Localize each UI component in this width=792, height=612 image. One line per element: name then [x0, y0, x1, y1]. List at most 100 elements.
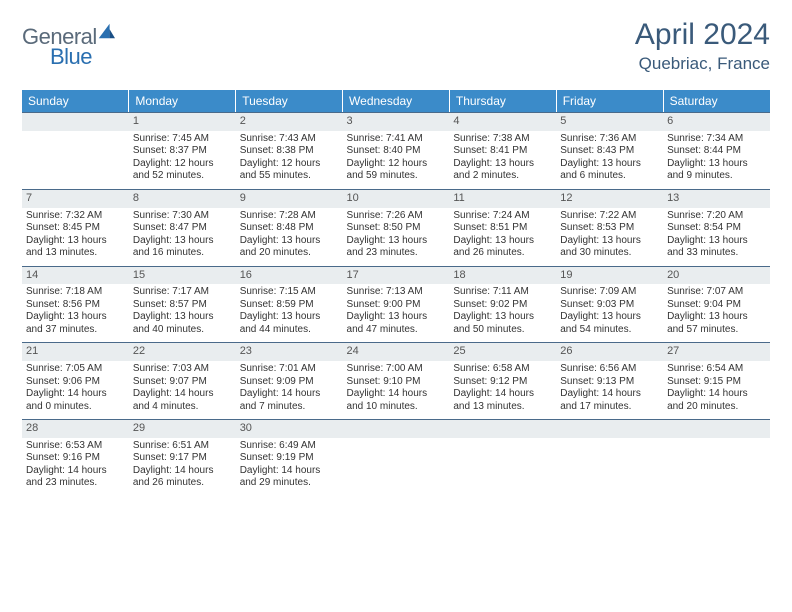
- sunset-text: Sunset: 8:40 PM: [347, 145, 446, 158]
- sunset-text: Sunset: 9:02 PM: [453, 299, 552, 312]
- sunset-text: Sunset: 9:06 PM: [26, 376, 125, 389]
- calendar-cell: 17Sunrise: 7:13 AMSunset: 9:00 PMDayligh…: [343, 266, 450, 343]
- daylight-line2: and 54 minutes.: [560, 324, 659, 337]
- sunset-text: Sunset: 8:56 PM: [26, 299, 125, 312]
- day-number: 10: [343, 189, 450, 208]
- calendar-cell: [22, 112, 129, 189]
- location-label: Quebriac, France: [635, 54, 770, 74]
- sunset-text: Sunset: 9:03 PM: [560, 299, 659, 312]
- sunset-text: Sunset: 8:38 PM: [240, 145, 339, 158]
- calendar-cell: 11Sunrise: 7:24 AMSunset: 8:51 PMDayligh…: [449, 189, 556, 266]
- day-info: Sunrise: 7:00 AMSunset: 9:10 PMDaylight:…: [343, 363, 450, 419]
- day-number-bar: [663, 419, 770, 438]
- sunset-text: Sunset: 8:37 PM: [133, 145, 232, 158]
- sunrise-text: Sunrise: 7:00 AM: [347, 363, 446, 376]
- daylight-line2: and 6 minutes.: [560, 170, 659, 183]
- sunset-text: Sunset: 8:53 PM: [560, 222, 659, 235]
- day-number: 26: [556, 342, 663, 361]
- weekday-header: Wednesday: [343, 90, 450, 112]
- weekday-header-row: Sunday Monday Tuesday Wednesday Thursday…: [22, 90, 770, 112]
- sunset-text: Sunset: 8:48 PM: [240, 222, 339, 235]
- calendar-cell: [663, 419, 770, 496]
- day-number: 23: [236, 342, 343, 361]
- daylight-line1: Daylight: 14 hours: [347, 388, 446, 401]
- daylight-line1: Daylight: 12 hours: [133, 158, 232, 171]
- day-info: Sunrise: 7:09 AMSunset: 9:03 PMDaylight:…: [556, 286, 663, 342]
- calendar-week-row: 21Sunrise: 7:05 AMSunset: 9:06 PMDayligh…: [22, 342, 770, 419]
- day-number: 13: [663, 189, 770, 208]
- weekday-header: Friday: [556, 90, 663, 112]
- day-number: 20: [663, 266, 770, 285]
- daylight-line2: and 2 minutes.: [453, 170, 552, 183]
- calendar-cell: [449, 419, 556, 496]
- weekday-header: Thursday: [449, 90, 556, 112]
- day-info: Sunrise: 7:15 AMSunset: 8:59 PMDaylight:…: [236, 286, 343, 342]
- sunrise-text: Sunrise: 6:49 AM: [240, 440, 339, 453]
- sunset-text: Sunset: 9:12 PM: [453, 376, 552, 389]
- daylight-line1: Daylight: 13 hours: [667, 235, 766, 248]
- sunrise-text: Sunrise: 7:22 AM: [560, 210, 659, 223]
- day-number: 24: [343, 342, 450, 361]
- daylight-line1: Daylight: 13 hours: [240, 235, 339, 248]
- day-info: Sunrise: 7:38 AMSunset: 8:41 PMDaylight:…: [449, 133, 556, 189]
- calendar-cell: 5Sunrise: 7:36 AMSunset: 8:43 PMDaylight…: [556, 112, 663, 189]
- weekday-header: Tuesday: [236, 90, 343, 112]
- day-info: Sunrise: 7:11 AMSunset: 9:02 PMDaylight:…: [449, 286, 556, 342]
- day-info: Sunrise: 6:54 AMSunset: 9:15 PMDaylight:…: [663, 363, 770, 419]
- daylight-line1: Daylight: 13 hours: [133, 235, 232, 248]
- weekday-header: Sunday: [22, 90, 129, 112]
- daylight-line1: Daylight: 13 hours: [453, 158, 552, 171]
- calendar-cell: 23 Sunrise: 7:01 AMSunset: 9:09 PMDayligh…: [236, 342, 343, 419]
- sunset-text: Sunset: 9:15 PM: [667, 376, 766, 389]
- daylight-line2: and 29 minutes.: [240, 477, 339, 490]
- daylight-line1: Daylight: 13 hours: [453, 311, 552, 324]
- calendar-week-row: 7Sunrise: 7:32 AMSunset: 8:45 PMDaylight…: [22, 189, 770, 266]
- calendar-cell: 19Sunrise: 7:09 AMSunset: 9:03 PMDayligh…: [556, 266, 663, 343]
- sunrise-text: Sunrise: 7:13 AM: [347, 286, 446, 299]
- day-info: Sunrise: 7:01 AMSunset: 9:09 PMDaylight:…: [236, 363, 343, 419]
- daylight-line1: Daylight: 13 hours: [667, 311, 766, 324]
- day-info: Sunrise: 7:45 AMSunset: 8:37 PMDaylight:…: [129, 133, 236, 189]
- sunrise-text: Sunrise: 7:36 AM: [560, 133, 659, 146]
- sunset-text: Sunset: 9:17 PM: [133, 452, 232, 465]
- daylight-line2: and 16 minutes.: [133, 247, 232, 260]
- calendar-cell: 20Sunrise: 7:07 AMSunset: 9:04 PMDayligh…: [663, 266, 770, 343]
- day-info: Sunrise: 7:41 AMSunset: 8:40 PMDaylight:…: [343, 133, 450, 189]
- day-number: 11: [449, 189, 556, 208]
- daylight-line1: Daylight: 12 hours: [240, 158, 339, 171]
- calendar-cell: 1Sunrise: 7:45 AMSunset: 8:37 PMDaylight…: [129, 112, 236, 189]
- day-number: 16: [236, 266, 343, 285]
- sunrise-text: Sunrise: 7:38 AM: [453, 133, 552, 146]
- calendar-week-row: 28Sunrise: 6:53 AMSunset: 9:16 PMDayligh…: [22, 419, 770, 496]
- daylight-line1: Daylight: 13 hours: [560, 235, 659, 248]
- daylight-line2: and 0 minutes.: [26, 401, 125, 414]
- daylight-line1: Daylight: 14 hours: [560, 388, 659, 401]
- day-number: 22: [129, 342, 236, 361]
- day-number: 15: [129, 266, 236, 285]
- header: GeneralBlue April 2024 Quebriac, France: [22, 18, 770, 76]
- day-number: 8: [129, 189, 236, 208]
- sunset-text: Sunset: 9:16 PM: [26, 452, 125, 465]
- sunrise-text: Sunrise: 7:26 AM: [347, 210, 446, 223]
- calendar-cell: 25Sunrise: 6:58 AMSunset: 9:12 PMDayligh…: [449, 342, 556, 419]
- day-number: 14: [22, 266, 129, 285]
- calendar-cell: 6Sunrise: 7:34 AMSunset: 8:44 PMDaylight…: [663, 112, 770, 189]
- daylight-line1: Daylight: 14 hours: [26, 388, 125, 401]
- calendar-week-row: 14Sunrise: 7:18 AMSunset: 8:56 PMDayligh…: [22, 266, 770, 343]
- day-number: 12: [556, 189, 663, 208]
- sunrise-text: Sunrise: 7:09 AM: [560, 286, 659, 299]
- daylight-line2: and 10 minutes.: [347, 401, 446, 414]
- day-info: Sunrise: 7:34 AMSunset: 8:44 PMDaylight:…: [663, 133, 770, 189]
- sunset-text: Sunset: 8:50 PM: [347, 222, 446, 235]
- calendar-cell: 30Sunrise: 6:49 AMSunset: 9:19 PMDayligh…: [236, 419, 343, 496]
- calendar-cell: 8Sunrise: 7:30 AMSunset: 8:47 PMDaylight…: [129, 189, 236, 266]
- sunset-text: Sunset: 8:45 PM: [26, 222, 125, 235]
- sunset-text: Sunset: 8:57 PM: [133, 299, 232, 312]
- day-number: 25: [449, 342, 556, 361]
- sunset-text: Sunset: 9:00 PM: [347, 299, 446, 312]
- day-number: 19: [556, 266, 663, 285]
- daylight-line1: Daylight: 12 hours: [347, 158, 446, 171]
- daylight-line2: and 55 minutes.: [240, 170, 339, 183]
- day-info: Sunrise: 7:05 AMSunset: 9:06 PMDaylight:…: [22, 363, 129, 419]
- day-number-bar: [449, 419, 556, 438]
